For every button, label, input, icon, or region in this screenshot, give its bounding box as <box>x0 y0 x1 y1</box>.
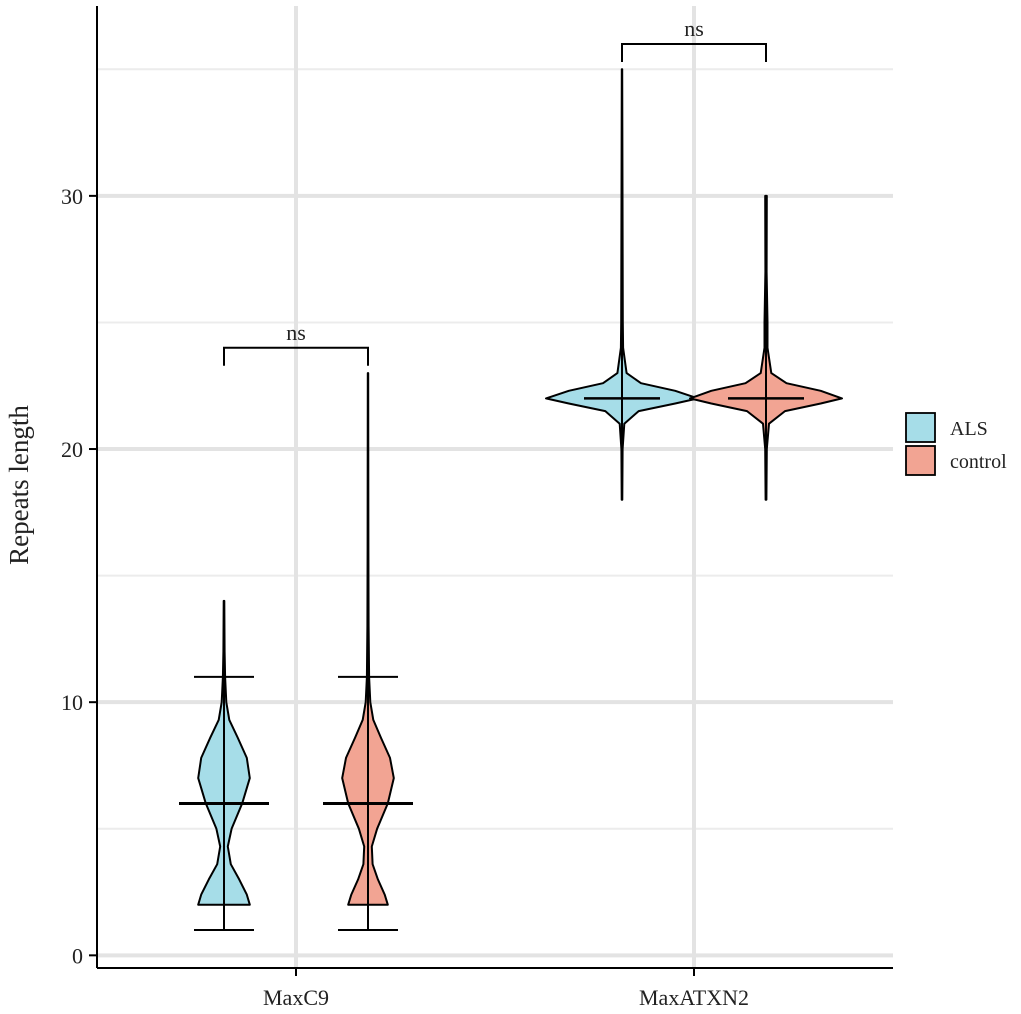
axes: 0 10 20 30 MaxC9 MaxATXN2 <box>61 6 893 1010</box>
y-tick-label: 30 <box>61 184 83 209</box>
legend-item-ALS: ALS <box>905 412 988 443</box>
bracket-line <box>223 346 369 366</box>
bracket-line <box>621 42 767 62</box>
violins <box>179 68 843 932</box>
y-tick-label: 0 <box>72 943 83 968</box>
violin-control-MaxC9 <box>323 372 413 932</box>
y-axis-label: Repeats length <box>4 405 34 565</box>
y-tick-label: 20 <box>61 437 83 462</box>
x-tick-label: MaxC9 <box>263 985 329 1010</box>
violin-ALS-MaxATXN2 <box>545 68 699 501</box>
significance-label: ns <box>684 16 704 41</box>
significance-label: ns <box>286 320 306 345</box>
legend-label: control <box>950 451 1007 473</box>
y-tick-label: 10 <box>61 690 83 715</box>
x-tick-label: MaxATXN2 <box>639 985 749 1010</box>
legend-swatch <box>905 412 936 443</box>
legend-item-control: control <box>905 445 1007 476</box>
violin-ALS-MaxC9 <box>179 599 269 932</box>
significance-bracket: ns <box>621 16 767 62</box>
legend-swatch <box>905 445 936 476</box>
significance-bracket: ns <box>223 320 369 366</box>
significance-annotations: ns ns <box>223 16 767 366</box>
violin-control-MaxATXN2 <box>689 194 843 501</box>
legend: ALS control <box>905 412 1007 476</box>
legend-label: ALS <box>950 418 988 440</box>
grid <box>97 6 893 968</box>
